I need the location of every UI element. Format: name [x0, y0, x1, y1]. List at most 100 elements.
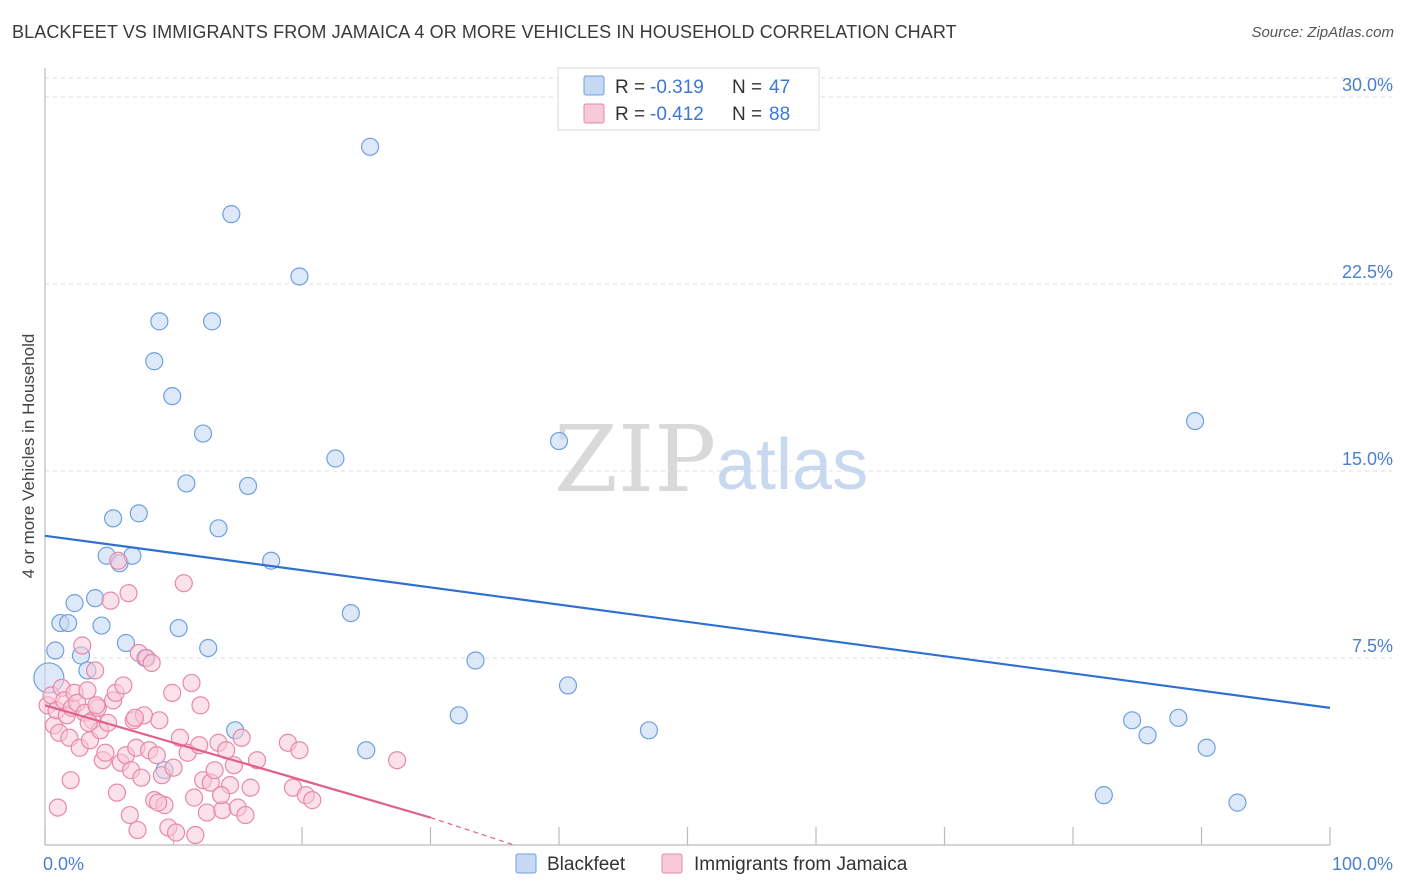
- blackfeet-point: [150, 312, 169, 331]
- y-tick-label: 22.5%: [1342, 262, 1393, 282]
- blackfeet-points: [33, 137, 1247, 812]
- blackfeet-point: [449, 706, 468, 725]
- blackfeet-point: [92, 616, 111, 635]
- series-legend: Blackfeet Immigrants from Jamaica: [515, 853, 908, 875]
- jamaica-point: [107, 783, 127, 802]
- legend-r-label-2: R =: [615, 104, 645, 125]
- y-tick-label: 7.5%: [1352, 636, 1393, 656]
- blackfeet-point: [1228, 793, 1247, 812]
- y-axis-label: 4 or more Vehicles in Household: [19, 334, 38, 579]
- jamaica-point: [120, 805, 139, 825]
- blackfeet-point: [202, 312, 222, 331]
- jamaica-point: [114, 676, 133, 695]
- jamaica-point: [186, 825, 205, 845]
- blackfeet-point: [59, 613, 78, 633]
- jamaica-point: [213, 800, 232, 820]
- jamaica-point: [61, 771, 80, 790]
- blackfeet-point: [145, 352, 164, 371]
- jamaica-point: [87, 696, 106, 715]
- bottom-legend-blackfeet: Blackfeet: [547, 854, 626, 875]
- axes: [44, 68, 1331, 846]
- watermark-zip: ZIP: [554, 406, 716, 513]
- jamaica-point: [148, 793, 168, 812]
- jamaica-point: [182, 673, 201, 693]
- jamaica-point: [232, 728, 251, 747]
- blackfeet-point: [639, 721, 659, 740]
- blackfeet-point: [1094, 786, 1113, 805]
- jamaica-point: [164, 758, 183, 777]
- bottom-swatch-jamaica: [661, 853, 683, 874]
- legend-n-value-2: 88: [769, 104, 790, 125]
- jamaica-point: [86, 661, 105, 680]
- blackfeet-point: [549, 431, 569, 451]
- blackfeet-point: [466, 651, 485, 670]
- blackfeet-point: [357, 741, 376, 760]
- blackfeet-point: [169, 618, 188, 638]
- blackfeet-point: [86, 589, 105, 608]
- bottom-swatch-blackfeet: [515, 853, 537, 874]
- x-tick-label-end: 100.0%: [1332, 854, 1393, 874]
- jamaica-point: [73, 636, 92, 655]
- chart-title: BLACKFEET VS IMMIGRANTS FROM JAMAICA 4 O…: [12, 22, 957, 42]
- blackfeet-point: [104, 509, 123, 528]
- y-tick-label: 30.0%: [1342, 75, 1393, 95]
- y-tick-labels: 7.5% 15.0% 22.5% 30.0%: [1342, 75, 1393, 656]
- legend-swatch-jamaica: [583, 103, 605, 124]
- jamaica-point: [109, 551, 128, 570]
- jamaica-point: [132, 768, 151, 787]
- jamaica-point: [387, 751, 407, 770]
- legend-n-value-1: 47: [769, 77, 790, 98]
- jamaica-point: [184, 788, 204, 807]
- jamaica-point: [125, 708, 145, 727]
- source-label: Source: ZipAtlas.com: [1251, 24, 1394, 41]
- legend-r-value-1: -0.319: [650, 77, 704, 98]
- legend-n-label-1: N =: [732, 77, 762, 98]
- jamaica-point: [174, 574, 193, 593]
- jamaica-point: [236, 805, 255, 825]
- blackfeet-point: [163, 387, 182, 406]
- jamaica-point: [205, 761, 224, 780]
- jamaica-point: [119, 584, 138, 603]
- jamaica-point: [163, 683, 182, 702]
- jamaica-point: [150, 711, 169, 730]
- jamaica-point: [211, 786, 231, 805]
- blackfeet-trend-line: [44, 534, 1331, 709]
- jamaica-point: [166, 823, 186, 842]
- legend-r-label-1: R =: [615, 77, 645, 98]
- jamaica-point: [78, 681, 97, 700]
- trend-lines: [44, 534, 1331, 846]
- blackfeet-point: [177, 474, 196, 493]
- bottom-legend-jamaica: Immigrants from Jamaica: [694, 854, 908, 875]
- legend-swatch-blackfeet: [583, 75, 605, 96]
- jamaica-point: [241, 778, 260, 797]
- blackfeet-point: [199, 638, 218, 658]
- blackfeet-point: [46, 641, 65, 660]
- blackfeet-point: [361, 137, 380, 156]
- blackfeet-point: [238, 476, 258, 496]
- blackfeet-point: [1169, 708, 1188, 727]
- jamaica-point: [142, 653, 161, 673]
- jamaica-point: [101, 591, 120, 610]
- jamaica-point: [170, 728, 190, 747]
- blackfeet-point: [193, 424, 213, 443]
- jamaica-trend-extension: [430, 817, 515, 846]
- blackfeet-point: [129, 504, 148, 523]
- blackfeet-point: [1123, 711, 1142, 730]
- grid-lines: [45, 77, 1392, 659]
- jamaica-points: [38, 551, 407, 845]
- jamaica-point: [197, 803, 217, 822]
- blackfeet-point: [558, 676, 578, 695]
- blackfeet-point: [341, 603, 360, 623]
- blackfeet-point: [1185, 411, 1205, 431]
- jamaica-point: [147, 746, 166, 765]
- legend-r-value-2: -0.412: [650, 104, 704, 125]
- blackfeet-point: [1138, 726, 1157, 745]
- blackfeet-point: [326, 449, 345, 468]
- jamaica-point: [191, 696, 210, 715]
- blackfeet-point: [222, 205, 241, 224]
- legend-n-label-2: N =: [732, 104, 762, 125]
- blackfeet-point: [209, 519, 228, 538]
- jamaica-point: [128, 820, 147, 840]
- jamaica-point: [96, 743, 115, 762]
